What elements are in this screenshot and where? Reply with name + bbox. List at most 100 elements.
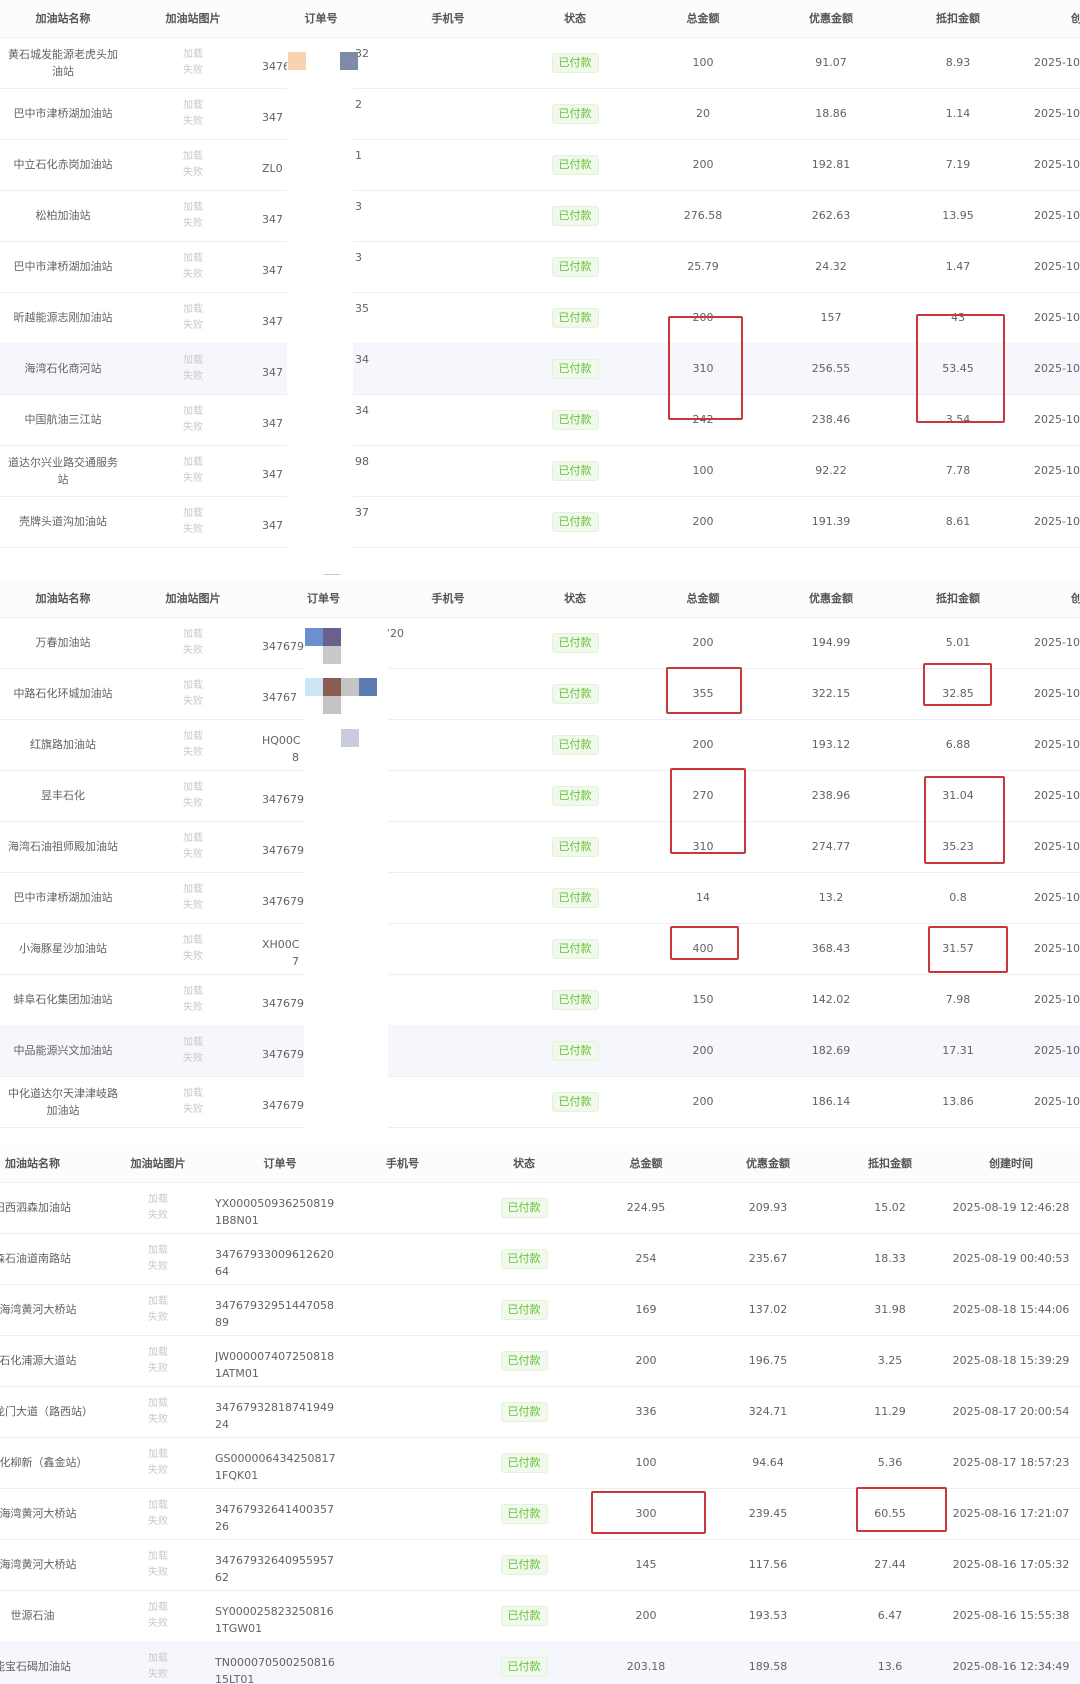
- image-failed-text-1: 加载: [183, 150, 203, 162]
- table-row[interactable]: 蚌阜石化集团加油站 加载 失败 347679 已付款 150 142.02 7.98 2025-…: [0, 974, 1080, 1026]
- status-badge: 已付款: [551, 205, 599, 226]
- column-header-deduct[interactable]: 抵扣金额: [868, 1157, 912, 1170]
- column-header-img[interactable]: 加油站图片: [130, 1157, 186, 1170]
- column-header-order[interactable]: 订单号: [307, 592, 340, 605]
- phone-number: [400, 496, 496, 547]
- column-header-time[interactable]: 创建时间: [989, 1157, 1033, 1170]
- table-row[interactable]: 中品能源兴文加油站 加载 失败 347679 已付款 200 182.69 17.31 2025…: [0, 1025, 1080, 1077]
- column-header-name[interactable]: 加油站名称: [5, 1157, 60, 1170]
- status-cell: 已付款: [530, 37, 620, 88]
- status-cell: 已付款: [530, 923, 620, 974]
- image-failed-text-2: 失败: [183, 695, 203, 707]
- column-header-img[interactable]: 加油站图片: [165, 12, 221, 25]
- column-header-time[interactable]: 创建: [1071, 12, 1080, 25]
- column-header-name[interactable]: 加油站名称: [35, 12, 91, 25]
- column-header-total[interactable]: 总金额: [686, 12, 720, 25]
- table-row[interactable]: 巴中市津桥湖加油站 加载 失败 347 3 已付款 25.79 24.32 1.47 2025-1…: [0, 241, 1080, 293]
- total-amount: 400: [692, 942, 714, 955]
- table-row[interactable]: 松柏加油站 加载 失败 347 3 已付款 276.58 262.63 13.95 2025-10…: [0, 190, 1080, 242]
- order-number-line1: 347: [262, 519, 283, 532]
- table-row[interactable]: 红旗路加油站 加载 失败 HQ00C 8 已付款 200 193.12 6.88 2025-10-: [0, 719, 1080, 771]
- status-cell: 已付款: [530, 770, 620, 821]
- column-header-phone[interactable]: 手机号: [431, 12, 465, 25]
- table-row[interactable]: 壳牌头道沟加油站 加载 失败 347 37 已付款 200 191.39 8.61 2025-10…: [0, 496, 1080, 548]
- table-row[interactable]: 小海豚星沙加油站 加载 失败 XH00C 7 已付款 400 368.43 31.57 2025-…: [0, 923, 1080, 975]
- deduct-amount: 11.29: [874, 1405, 906, 1418]
- column-header-total[interactable]: 总金额: [629, 1157, 663, 1170]
- order-number-suffix: 1: [355, 149, 362, 162]
- total-amount: 242: [692, 413, 714, 426]
- table-row[interactable]: 海湾石化商河站 加载 失败 347 34 已付款 310 256.55 53.45 2025-10…: [0, 343, 1080, 395]
- station-image-failed: 加载 失败: [150, 292, 236, 343]
- time-amount: 2025-10-: [1034, 362, 1080, 375]
- column-header-deduct[interactable]: 抵扣金额: [936, 592, 980, 605]
- table-row[interactable]: 中化道达尔天津津岐路加油站 加载 失败 347679 已付款 200 186.14 13.86…: [0, 1076, 1080, 1128]
- order-number-line1: GS000006434250817: [215, 1451, 336, 1465]
- image-failed-text-1: 加载: [183, 883, 203, 895]
- column-header-status[interactable]: 状态: [513, 1157, 535, 1170]
- table-row[interactable]: 昱丰石化 加载 失败 347679 已付款 270 238.96 31.04 2025-10-: [0, 770, 1080, 822]
- table-row[interactable]: 中国航油三江站 加载 失败 347 34 已付款 242 238.46 3.54 2025-10-: [0, 394, 1080, 446]
- table-row[interactable]: 能宝石碣加油站 加载 失败 TN000070500250816 15LT01 已付款 203…: [0, 1641, 1080, 1684]
- column-header-status[interactable]: 状态: [564, 12, 586, 25]
- column-header-total[interactable]: 总金额: [686, 592, 720, 605]
- column-header-discount[interactable]: 优惠金额: [809, 12, 853, 25]
- column-header-deduct[interactable]: 抵扣金额: [936, 12, 980, 25]
- table-row[interactable]: 昕越能源志刚加油站 加载 失败 347 35 已付款 200 157 43 2025-10-: [0, 292, 1080, 344]
- table-row[interactable]: 海湾石油祖师殿加油站 加载 失败 347679 已付款 310 274.77 35.23 202…: [0, 821, 1080, 873]
- order-number: 34767933009612620 64: [215, 1233, 345, 1284]
- phone-number: [400, 394, 496, 445]
- order-number: 347679: [262, 872, 385, 923]
- order-number: 34767932641400357 26: [215, 1488, 345, 1539]
- status-cell: 已付款: [530, 139, 620, 190]
- time-amount: 2025-10-: [1034, 687, 1080, 700]
- order-number: 347: [262, 394, 380, 445]
- table-row[interactable]: 黄石城发能源老虎头加油站 加载 失败 3476 32 已付款 100 91.07 8.93 202…: [0, 37, 1080, 89]
- station-image-failed: 加载 失败: [150, 139, 236, 190]
- table-row[interactable]: 巴中市津桥湖加油站 加载 失败 347 2 已付款 20 18.86 1.14 2025-10-: [0, 88, 1080, 140]
- station-image-failed: 加载 失败: [150, 394, 236, 445]
- station-image-failed: 加载 失败: [120, 1284, 196, 1335]
- column-header-phone[interactable]: 手机号: [386, 1157, 419, 1170]
- table-row[interactable]: 万春加油站 加载 失败 347679 720 已付款 200 194.99 5.01 2025-1…: [0, 617, 1080, 669]
- total-amount: 14: [696, 891, 710, 904]
- column-header-phone[interactable]: 手机号: [431, 592, 465, 605]
- table-row[interactable]: 旧西泗森加油站 加载 失败 YX000050936250819 1B8N01 已付款 224…: [0, 1182, 1080, 1234]
- table-row[interactable]: 巴中市津桥湖加油站 加载 失败 347679 已付款 14 13.2 0.8 2025-10-: [0, 872, 1080, 924]
- station-image-failed: 加载 失败: [120, 1641, 196, 1684]
- column-header-order[interactable]: 订单号: [263, 1157, 297, 1170]
- orders-table: 加油站名称 加油站图片 订单号 手机号 状态 总金额 优惠金额 抵扣金额 创建时间旧西泗森加油站…: [0, 1145, 1080, 1684]
- station-image-failed: 加载 失败: [150, 343, 236, 394]
- order-number-line1: 347: [262, 111, 283, 124]
- column-header-time[interactable]: 创建: [1071, 592, 1080, 605]
- order-number: 347: [262, 445, 380, 496]
- order-number-line2: 1TGW01: [215, 1621, 263, 1635]
- order-number-line1: 34767932641400357: [215, 1502, 334, 1516]
- column-header-img[interactable]: 加油站图片: [165, 592, 221, 605]
- table-row[interactable]: 道达尔兴业路交通服务站 加载 失败 347 98 已付款 100 92.22 7.78 2025-…: [0, 445, 1080, 497]
- order-number-line1: 347679: [262, 895, 304, 908]
- column-header-name[interactable]: 加油站名称: [35, 592, 91, 605]
- column-header-discount[interactable]: 优惠金额: [809, 592, 853, 605]
- table-row[interactable]: 中立石化赤岗加油站 加载 失败 ZL0 1 已付款 200 192.81 7.19 2025-10…: [0, 139, 1080, 191]
- table-row[interactable]: 森石油道南路站 加载 失败 34767933009612620 64 已付款 254 235.…: [0, 1233, 1080, 1285]
- status-cell: 已付款: [480, 1488, 568, 1539]
- column-header-order[interactable]: 订单号: [304, 12, 338, 25]
- table-row[interactable]: 中路石化环城加油站 加载 失败 34767 已付款 355 322.15 32.85 2025-…: [0, 668, 1080, 720]
- total-amount: 169: [635, 1303, 657, 1316]
- station-name: 中立石化赤岗加油站: [13, 158, 113, 171]
- table-row[interactable]: 世源石油 加载 失败 SY000025823250816 1TGW01 已付款 200 193…: [0, 1590, 1080, 1642]
- deduct-amount: 31.57: [942, 942, 974, 955]
- image-failed-text-1: 加载: [183, 679, 203, 691]
- column-header-discount[interactable]: 优惠金额: [746, 1157, 790, 1170]
- deduct-amount: 8.93: [945, 56, 971, 69]
- column-header-status[interactable]: 状态: [564, 592, 586, 605]
- time-amount: 2025-10-: [1034, 209, 1080, 222]
- order-number-line1: 34767932818741949: [215, 1400, 334, 1414]
